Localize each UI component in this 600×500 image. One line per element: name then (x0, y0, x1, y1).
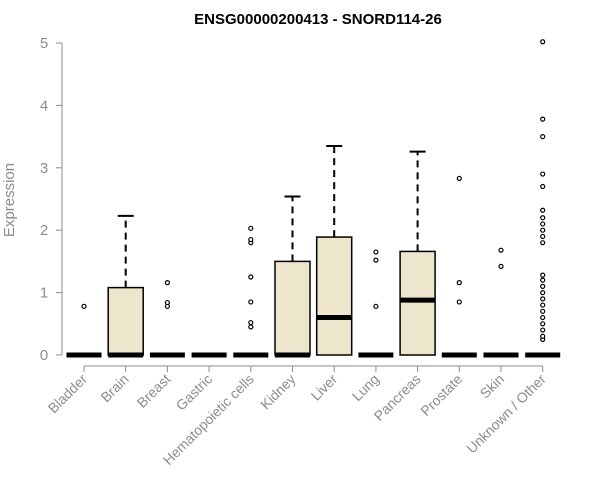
outlier-point (540, 171, 546, 177)
y-tick-label: 3 (40, 160, 48, 177)
outlier-point (540, 39, 546, 45)
y-tick-label: 4 (40, 97, 48, 114)
y-tick-label: 5 (40, 35, 48, 52)
outlier-point (540, 240, 546, 246)
x-tick-label: Kidney (257, 371, 299, 413)
outlier-point (540, 308, 546, 314)
x-tick-label: Lung (349, 371, 382, 404)
outlier-point (164, 299, 170, 306)
outlier-point (248, 299, 254, 305)
outlier-point (540, 296, 546, 302)
outlier-point (373, 257, 379, 263)
box-group (358, 249, 394, 358)
y-tick-label: 2 (40, 222, 48, 239)
outlier-point (373, 249, 379, 255)
x-tick-label: Bladder (45, 371, 91, 417)
outlier-point (540, 314, 546, 321)
box (107, 286, 144, 356)
outlier-point (540, 333, 546, 339)
outlier-point (540, 321, 546, 327)
outlier-point (373, 303, 379, 309)
outlier-point (540, 290, 546, 296)
outlier-point (248, 324, 254, 330)
box (399, 250, 436, 356)
box (315, 236, 353, 356)
outlier-point (540, 233, 546, 240)
outlier-point (456, 175, 462, 182)
outlier-point (540, 116, 546, 122)
outlier-point (498, 263, 504, 269)
box-series (66, 39, 561, 358)
outlier-point (540, 302, 546, 308)
outlier-point (248, 225, 254, 231)
y-tick-label: 0 (40, 347, 48, 364)
outlier-point (498, 247, 504, 253)
box-group (525, 39, 561, 358)
outlier-point (540, 183, 546, 190)
y-axis: 0 1 2 3 4 5 (40, 35, 63, 364)
outlier-point (540, 272, 546, 278)
x-tick-label: Brain (97, 371, 131, 405)
x-tick-label: Skin (477, 371, 508, 402)
x-tick-label: Prostate (417, 371, 465, 419)
outlier-point (248, 274, 254, 280)
box-group (399, 150, 436, 356)
outlier-point (540, 327, 546, 333)
outlier-point (540, 207, 546, 213)
box-group (66, 303, 102, 358)
outlier-point (540, 227, 546, 233)
box-group (274, 195, 311, 358)
outlier-point (248, 319, 254, 326)
box-group (315, 144, 353, 356)
x-tick-label: Breast (134, 371, 174, 411)
outlier-point (540, 221, 546, 227)
y-tick-label: 1 (40, 285, 48, 302)
outlier-point (456, 280, 462, 286)
outlier-point (540, 134, 546, 140)
box-group (107, 214, 144, 358)
outlier-point (540, 283, 546, 289)
x-tick-label: Unknown / Other (463, 371, 549, 457)
box-group (149, 280, 185, 358)
box-group (441, 175, 477, 358)
box (274, 260, 311, 356)
outlier-point (81, 303, 87, 309)
outlier-point (164, 280, 170, 286)
y-axis-label: Expression (1, 163, 18, 237)
outlier-point (540, 277, 546, 283)
outlier-point (248, 236, 254, 243)
box-group (233, 225, 269, 358)
chart-title: ENSG00000200413 - SNORD114-26 (194, 11, 442, 28)
outlier-point (456, 299, 462, 305)
outlier-point (540, 215, 546, 221)
box-group (483, 247, 519, 358)
x-tick-label: Liver (308, 371, 341, 404)
